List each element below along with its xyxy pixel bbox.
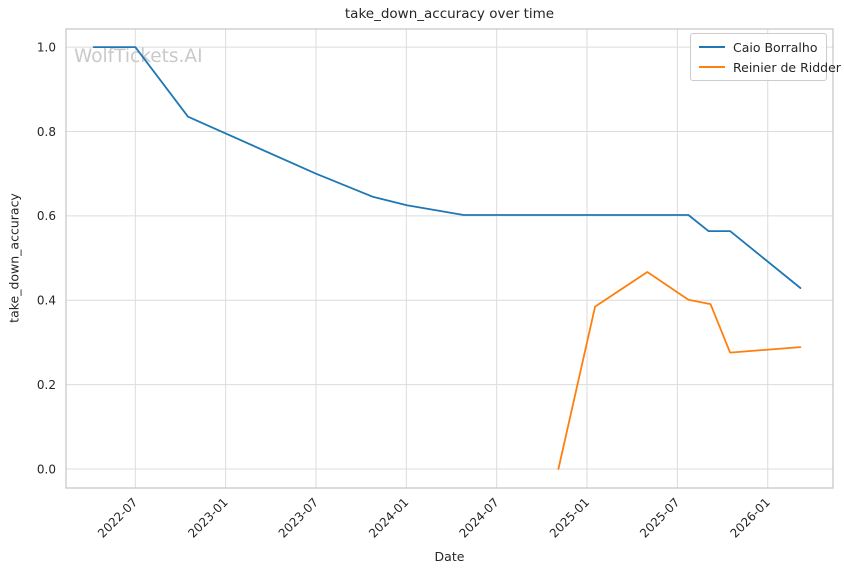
legend: Caio Borralho Reinier de Ridder xyxy=(690,33,841,81)
y-tick-label: 0.8 xyxy=(37,125,56,139)
y-tick-label: 0.4 xyxy=(37,294,56,308)
grid-layer xyxy=(65,28,834,489)
legend-line-icon xyxy=(699,46,725,48)
tick-layer: 0.0 0.2 0.4 0.6 0.8 1.0 2022-07 2023-01 2023-07 2… xyxy=(37,40,773,540)
x-tick-label: 2025-07 xyxy=(637,495,682,540)
y-tick-label: 0.2 xyxy=(37,378,56,392)
chart-title: take_down_accuracy over time xyxy=(344,6,555,22)
plot-border xyxy=(65,28,834,489)
watermark-text: WolfTickets.AI xyxy=(74,46,203,67)
x-tick-label: 2024-07 xyxy=(456,495,501,540)
x-tick-label: 2025-01 xyxy=(547,495,592,540)
legend-item-caio-borralho: Caio Borralho xyxy=(699,39,818,55)
legend-label: Caio Borralho xyxy=(733,39,818,55)
x-axis-label: Date xyxy=(434,549,465,564)
series-layer xyxy=(92,46,802,470)
y-tick-label: 0.0 xyxy=(37,462,56,476)
y-tick-label: 0.6 xyxy=(37,209,56,223)
legend-label: Reinier de Ridder xyxy=(733,59,841,75)
x-tick-label: 2022-07 xyxy=(95,495,140,540)
legend-line-icon xyxy=(699,66,725,68)
x-tick-label: 2023-07 xyxy=(276,495,321,540)
x-tick-label: 2026-01 xyxy=(728,495,773,540)
series-line-reinier-de-ridder xyxy=(557,271,802,470)
x-tick-label: 2024-01 xyxy=(366,495,411,540)
x-tick-label: 2023-01 xyxy=(185,495,230,540)
legend-item-reinier-de-ridder: Reinier de Ridder xyxy=(699,59,841,75)
series-line-caio-borralho xyxy=(92,46,802,289)
y-tick-label: 1.0 xyxy=(37,40,56,54)
